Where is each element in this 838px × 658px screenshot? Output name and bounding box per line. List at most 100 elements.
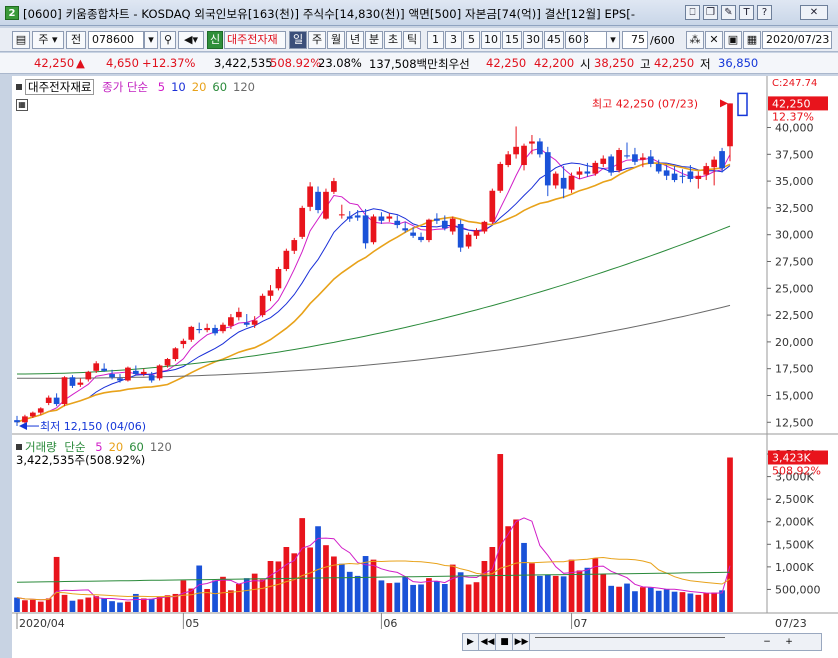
volume-bar: [338, 563, 345, 612]
chart-scrollbar[interactable]: ▶ ◀◀ ■ ▶▶ − +: [462, 633, 822, 651]
candle-body: [101, 368, 107, 371]
interval-button[interactable]: 15: [502, 31, 522, 49]
volume-bar: [354, 575, 361, 612]
volume-bar: [679, 592, 686, 612]
code-dropdown-icon[interactable]: ▾: [144, 31, 158, 49]
volume-bar: [53, 556, 60, 612]
date-input[interactable]: 2020/07/23: [762, 31, 832, 49]
candle-body: [394, 220, 401, 226]
volume-bar: [378, 580, 385, 612]
rewind-icon[interactable]: ◀◀: [480, 634, 496, 650]
volume-bar: [275, 561, 282, 612]
market-select[interactable]: 주 ▾: [32, 31, 64, 49]
chart-background: [12, 76, 838, 658]
candle-body: [354, 215, 361, 218]
grid-toggle-icon[interactable]: ▦: [16, 99, 28, 111]
price-tick-label: 22,500: [775, 309, 814, 322]
search-icon[interactable]: ⚲: [160, 31, 176, 49]
volume-ma-label: 단순: [64, 440, 86, 454]
candle-body: [180, 340, 187, 345]
indicator-icon[interactable]: ⁂: [686, 31, 704, 49]
prev-button[interactable]: 전: [66, 31, 86, 49]
stock-chart[interactable]: 12,500 15,000 17,500 20,000 22,500 25,000 27,5…: [12, 76, 838, 658]
sound-icon[interactable]: ◀▾: [178, 31, 204, 49]
period-tab[interactable]: 분: [365, 31, 383, 49]
candle-body: [117, 378, 123, 381]
calendar-icon[interactable]: ▦: [743, 31, 761, 49]
pin-icon[interactable]: ✎: [721, 5, 736, 20]
volume-bar: [196, 565, 203, 612]
close-icon[interactable]: ✕: [800, 5, 828, 20]
volume-bar: [346, 571, 353, 612]
up-arrow-icon: ▲: [76, 56, 85, 70]
legend-square-icon: [16, 444, 22, 450]
candle-body: [544, 152, 551, 186]
candle-body: [267, 290, 274, 296]
zoom-out-icon[interactable]: −: [763, 637, 771, 647]
current-price-tag-text: 42,250: [772, 97, 811, 110]
interval-button[interactable]: 45: [544, 31, 564, 49]
interval-button[interactable]: 1: [427, 31, 444, 49]
volume-label: 거래량: [25, 440, 57, 454]
volume-value: 3,422,535: [214, 56, 273, 70]
volume-bar: [259, 579, 266, 612]
volume-ma-line: [16, 517, 731, 601]
price-tick-label: 17,500: [775, 363, 814, 376]
top-tag: C:247.74: [772, 78, 817, 89]
font-icon[interactable]: T: [739, 5, 754, 20]
toolbar: ▤ 주 ▾ 전 078600 ▾ ⚲ ◀▾ 신 대주전자재 3 ▾ 75 /60…: [0, 28, 838, 52]
current-pct-tag: 12.37%: [772, 110, 814, 123]
restore-icon[interactable]: ❐: [703, 5, 718, 20]
minimize-icon[interactable]: ⎕: [685, 5, 700, 20]
candle-body: [402, 228, 409, 231]
candle-body: [243, 322, 250, 325]
tool-icon[interactable]: ✕: [705, 31, 723, 49]
current-price-tag: [768, 96, 828, 111]
stock-code-input[interactable]: 078600: [88, 31, 144, 49]
volume-bar: [449, 564, 456, 612]
interval-dropdown-icon[interactable]: ▾: [606, 31, 620, 49]
candle-body: [140, 371, 147, 375]
interval-button[interactable]: 10: [481, 31, 501, 49]
stop-icon[interactable]: ■: [497, 634, 513, 650]
interval-button[interactable]: 3: [445, 31, 462, 49]
period-tab[interactable]: 년: [346, 31, 364, 49]
chart-layout-icon[interactable]: ▤: [12, 31, 30, 49]
period-tab[interactable]: 틱: [403, 31, 421, 49]
chart-area[interactable]: 12,500 15,000 17,500 20,000 22,500 25,000 27,5…: [12, 76, 838, 658]
zoom-track[interactable]: [535, 637, 725, 647]
period-tab[interactable]: 월: [327, 31, 345, 49]
app-badge: 2: [5, 6, 19, 20]
volume-bar: [544, 574, 551, 612]
candle-body: [568, 175, 575, 190]
legend-square-icon: [16, 84, 22, 90]
interval-button[interactable]: 5: [463, 31, 480, 49]
current-price: 42,250: [34, 56, 75, 70]
period-tab[interactable]: 주: [308, 31, 326, 49]
volume-bar: [251, 573, 258, 612]
count-input[interactable]: 75: [622, 31, 648, 49]
period-tab[interactable]: 일: [289, 31, 307, 49]
volume-bar: [505, 526, 512, 612]
zoom-in-icon[interactable]: +: [785, 637, 793, 647]
candle-body: [489, 190, 496, 222]
candle-body: [608, 156, 615, 173]
candle-body: [196, 329, 203, 331]
candle-body: [560, 177, 567, 189]
candle-body: [663, 170, 670, 176]
save-icon[interactable]: ▣: [724, 31, 742, 49]
candle-body: [204, 327, 210, 331]
interval-button[interactable]: 30: [523, 31, 543, 49]
period-tab[interactable]: 초: [384, 31, 402, 49]
forward-icon[interactable]: ▶▶: [514, 634, 530, 650]
scroll-left-icon[interactable]: ▶: [463, 634, 479, 650]
volume-bar: [307, 547, 313, 612]
volume-bar: [22, 600, 28, 612]
interval-button[interactable]: 60: [565, 31, 585, 49]
candle-body: [370, 216, 377, 243]
stock-name: 대주전자재: [224, 31, 286, 49]
volume-bar: [655, 590, 662, 612]
volume-bar: [497, 454, 504, 612]
help-icon[interactable]: ?: [757, 5, 772, 20]
candle-body: [711, 159, 718, 168]
